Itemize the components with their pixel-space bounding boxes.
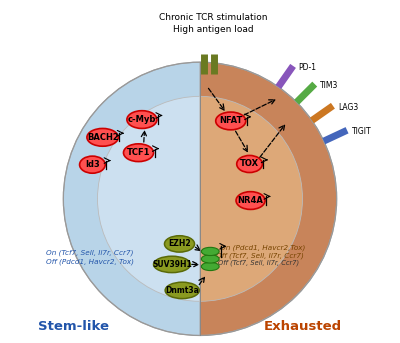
Text: Exhausted: Exhausted — [264, 320, 342, 333]
Text: EZH2: EZH2 — [168, 239, 191, 248]
Ellipse shape — [80, 156, 105, 173]
Text: Stem-like: Stem-like — [38, 320, 109, 333]
Ellipse shape — [237, 155, 262, 173]
Text: Chronic TCR stimulation: Chronic TCR stimulation — [160, 13, 268, 22]
Text: Off (Tcf7, Sell, Il7r, Ccr7): Off (Tcf7, Sell, Il7r, Ccr7) — [216, 252, 304, 259]
Text: On (Tcf7, Sell, Il7r, Ccr7): On (Tcf7, Sell, Il7r, Ccr7) — [46, 249, 133, 256]
Text: TCF1: TCF1 — [127, 148, 150, 157]
Text: BACH2: BACH2 — [87, 133, 118, 142]
Wedge shape — [200, 62, 337, 335]
Ellipse shape — [154, 256, 190, 273]
Ellipse shape — [216, 112, 246, 130]
Text: Off (Pdcd1, Havcr2, Tox): Off (Pdcd1, Havcr2, Tox) — [46, 258, 134, 264]
Ellipse shape — [124, 144, 154, 162]
Ellipse shape — [201, 255, 219, 263]
Text: NFAT: NFAT — [219, 116, 242, 126]
Text: PD-1: PD-1 — [298, 63, 316, 72]
Text: On (Pdcd1, Havcr2,Tox): On (Pdcd1, Havcr2,Tox) — [220, 244, 306, 251]
Text: TIM3: TIM3 — [320, 81, 338, 90]
Wedge shape — [98, 96, 200, 301]
Ellipse shape — [164, 236, 194, 252]
Text: SUV39H1: SUV39H1 — [152, 260, 192, 269]
Ellipse shape — [236, 192, 265, 210]
Wedge shape — [63, 62, 200, 335]
Text: c-Myb: c-Myb — [128, 115, 156, 124]
Text: High antigen load: High antigen load — [173, 25, 254, 34]
Ellipse shape — [87, 129, 118, 146]
Ellipse shape — [165, 282, 199, 298]
Text: TIGIT: TIGIT — [352, 128, 372, 137]
Text: NR4A: NR4A — [238, 196, 264, 205]
Text: Off (Tcf7, Sell, Il7r, Ccr7): Off (Tcf7, Sell, Il7r, Ccr7) — [218, 259, 299, 266]
Ellipse shape — [127, 111, 157, 129]
Text: TOX: TOX — [240, 159, 259, 168]
Ellipse shape — [201, 247, 219, 256]
Text: LAG3: LAG3 — [338, 103, 358, 112]
Text: Dnmt3a: Dnmt3a — [165, 286, 199, 295]
Wedge shape — [200, 96, 302, 301]
Text: Id3: Id3 — [85, 160, 100, 169]
Ellipse shape — [201, 262, 219, 271]
